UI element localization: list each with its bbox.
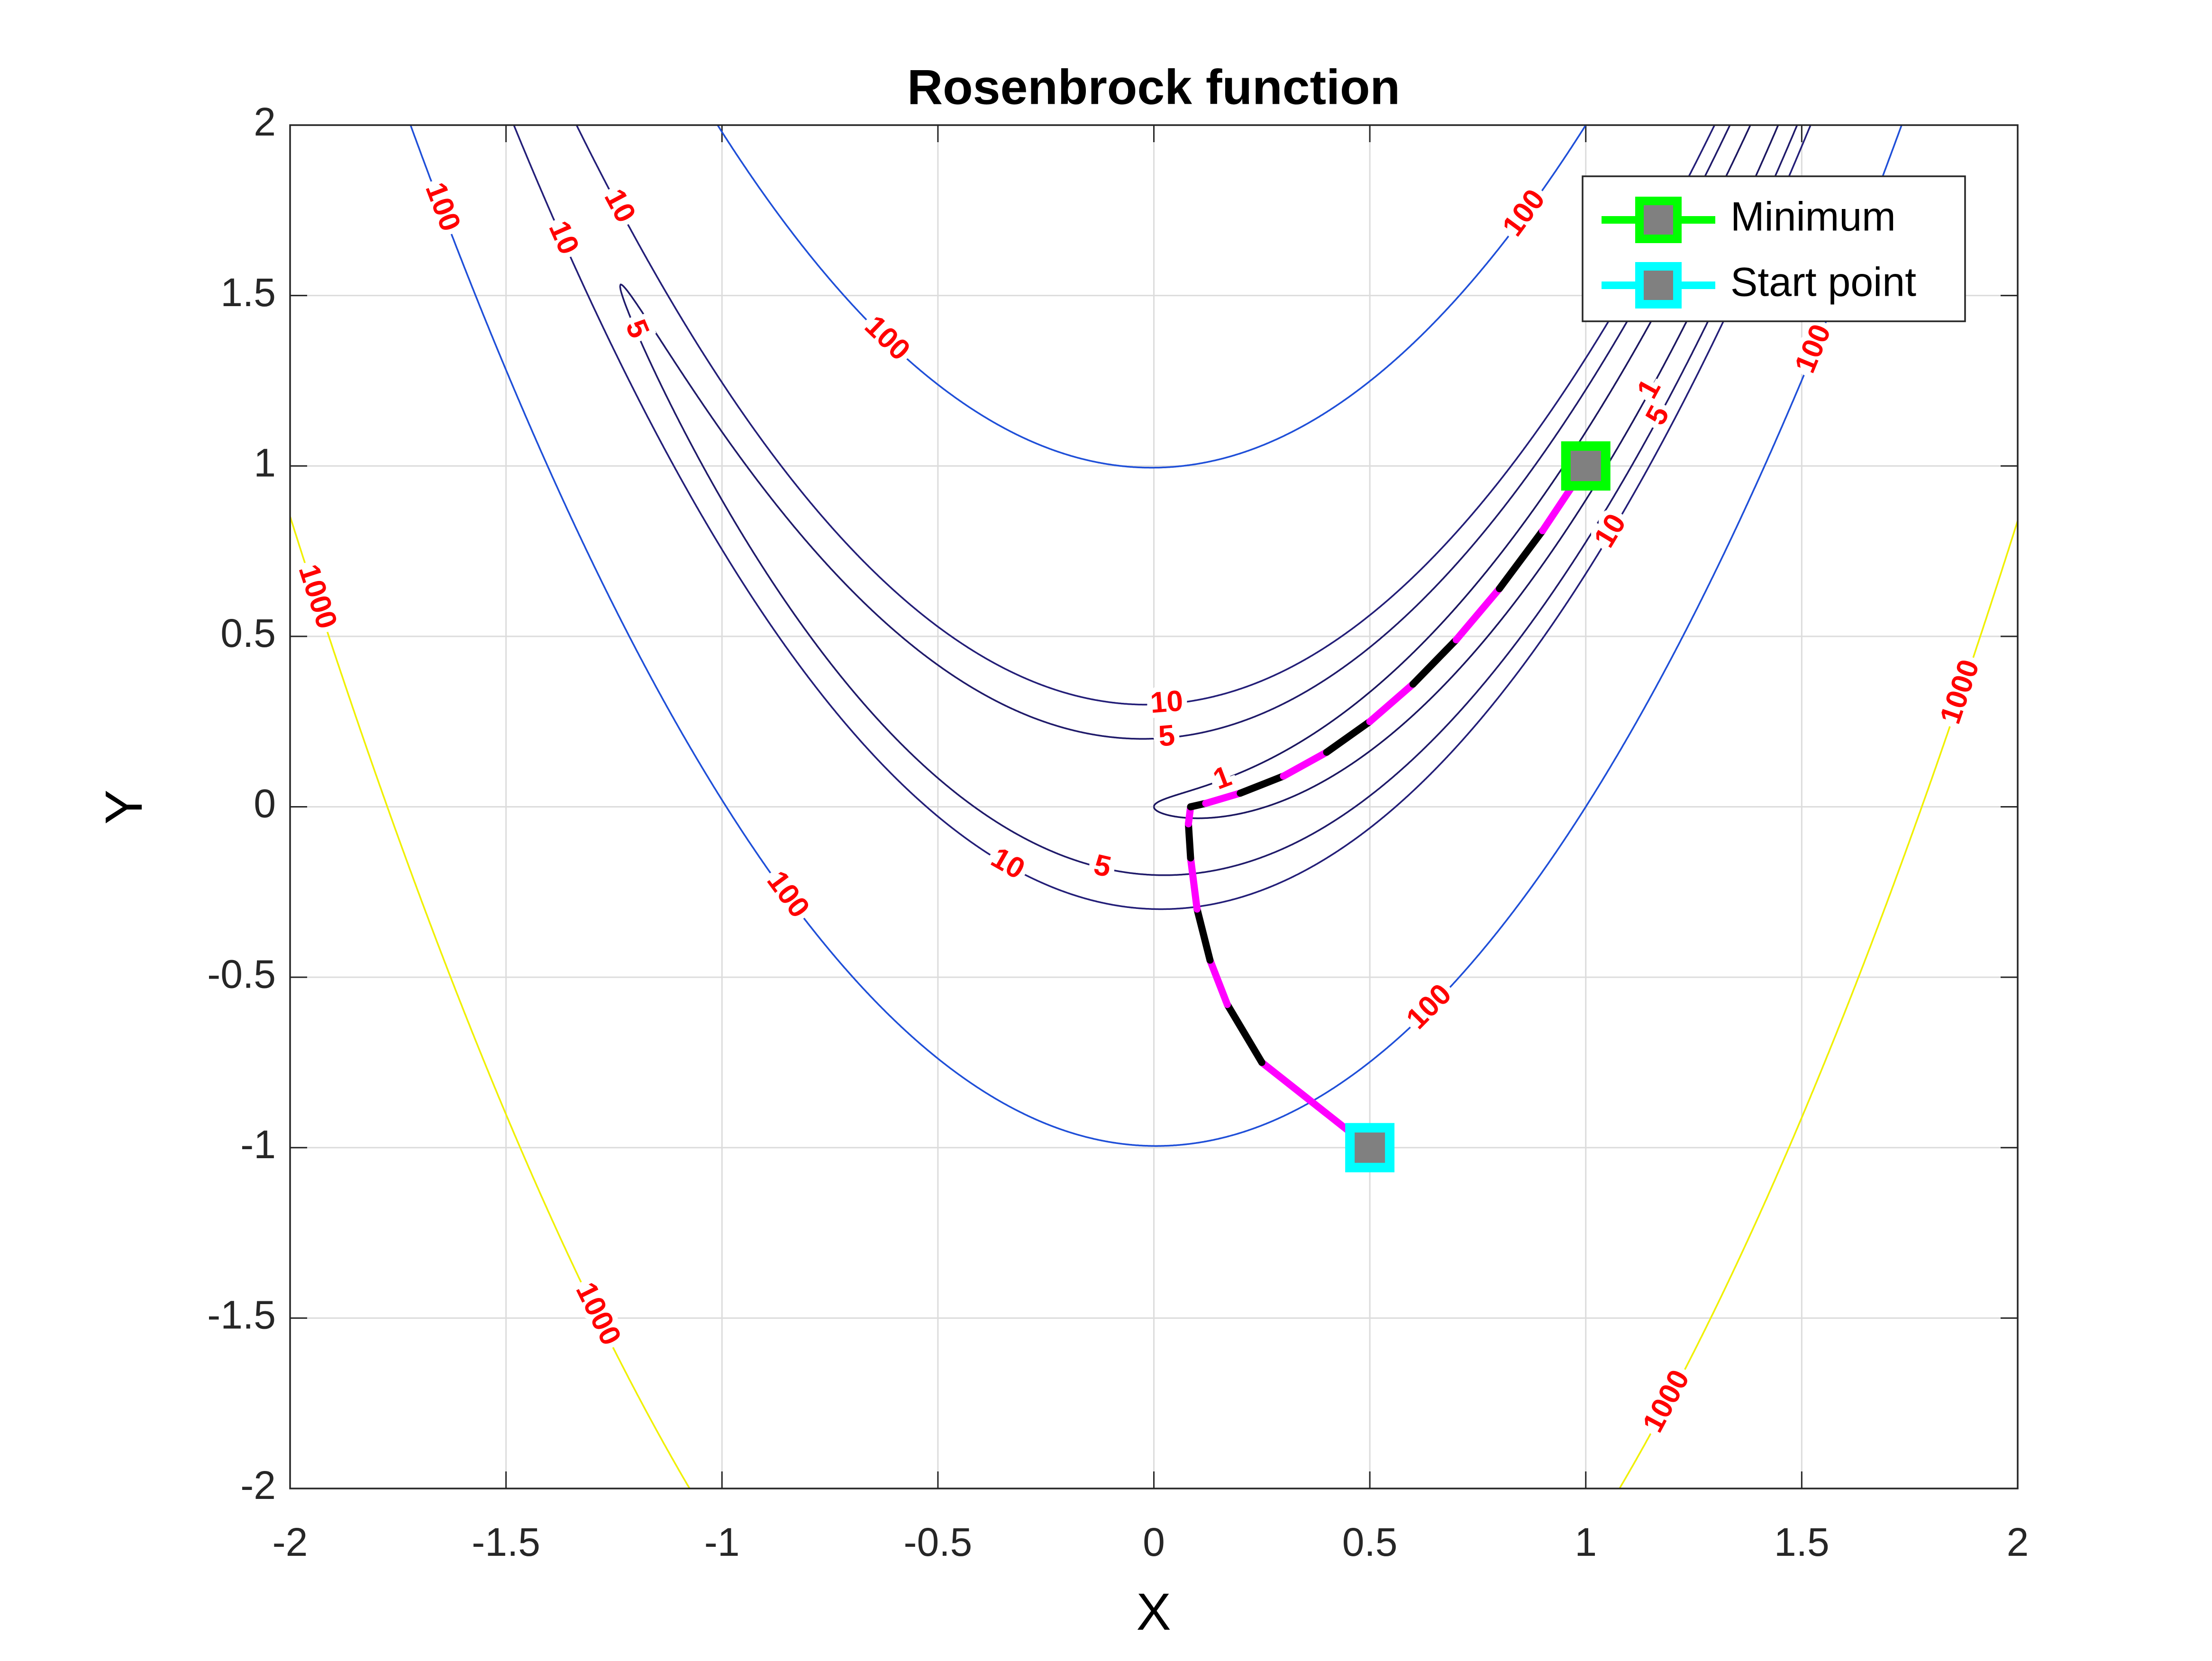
axes-box [289,124,2019,1489]
path-segment [1187,854,1201,913]
path-segment [1202,790,1244,807]
y-tick-label: 2 [254,100,276,144]
x-tick-label: 0 [1143,1520,1165,1564]
y-tick-label: -0.5 [207,952,276,996]
y-tick-label: 1.5 [220,270,276,315]
contour-label: 10 [1149,684,1184,719]
contour-line [619,125,1798,876]
x-tick-label: 0.5 [1342,1520,1398,1564]
path-segment [1452,585,1503,644]
path-segment [1323,718,1374,756]
path-segment [1496,527,1547,592]
x-tick-label: -0.5 [904,1520,973,1564]
legend-label: Minimum [1730,194,1896,240]
y-tick-label: 0 [254,781,276,826]
path-segment [1409,636,1460,688]
legend-marker [1635,197,1682,243]
contour-line [410,125,1903,1147]
x-tick-label: -1 [704,1520,740,1564]
path-segment [1223,1001,1265,1066]
path-segment [1206,956,1231,1008]
y-axis-label: Y [95,790,153,824]
x-tick-label: 2 [2007,1520,2029,1564]
path-segment [1280,748,1330,780]
y-tick-label: -2 [240,1463,276,1507]
x-tick-label: 1.5 [1774,1520,1830,1564]
path-segment [1193,905,1214,964]
y-tick-label: 1 [254,440,276,485]
legend-label: Start point [1730,260,1916,305]
x-axis-label: X [1136,1583,1171,1641]
path-segment [1366,681,1417,726]
y-tick-label: -1.5 [207,1293,276,1337]
path-segment [1184,820,1194,862]
path-segment [1237,772,1287,797]
x-tick-label: -2 [273,1520,308,1564]
chart-title: Rosenbrock function [907,60,1400,115]
x-tick-label: -1.5 [472,1520,540,1564]
contour-line [1153,125,1779,819]
y-tick-label: -1 [240,1122,276,1167]
contour-line [513,125,1811,910]
point-marker [1561,441,1611,491]
point-marker [1345,1123,1395,1172]
x-tick-label: 1 [1575,1520,1597,1564]
y-tick-label: 0.5 [220,611,276,655]
legend-marker [1635,262,1682,309]
contour-label: 5 [1157,719,1176,753]
